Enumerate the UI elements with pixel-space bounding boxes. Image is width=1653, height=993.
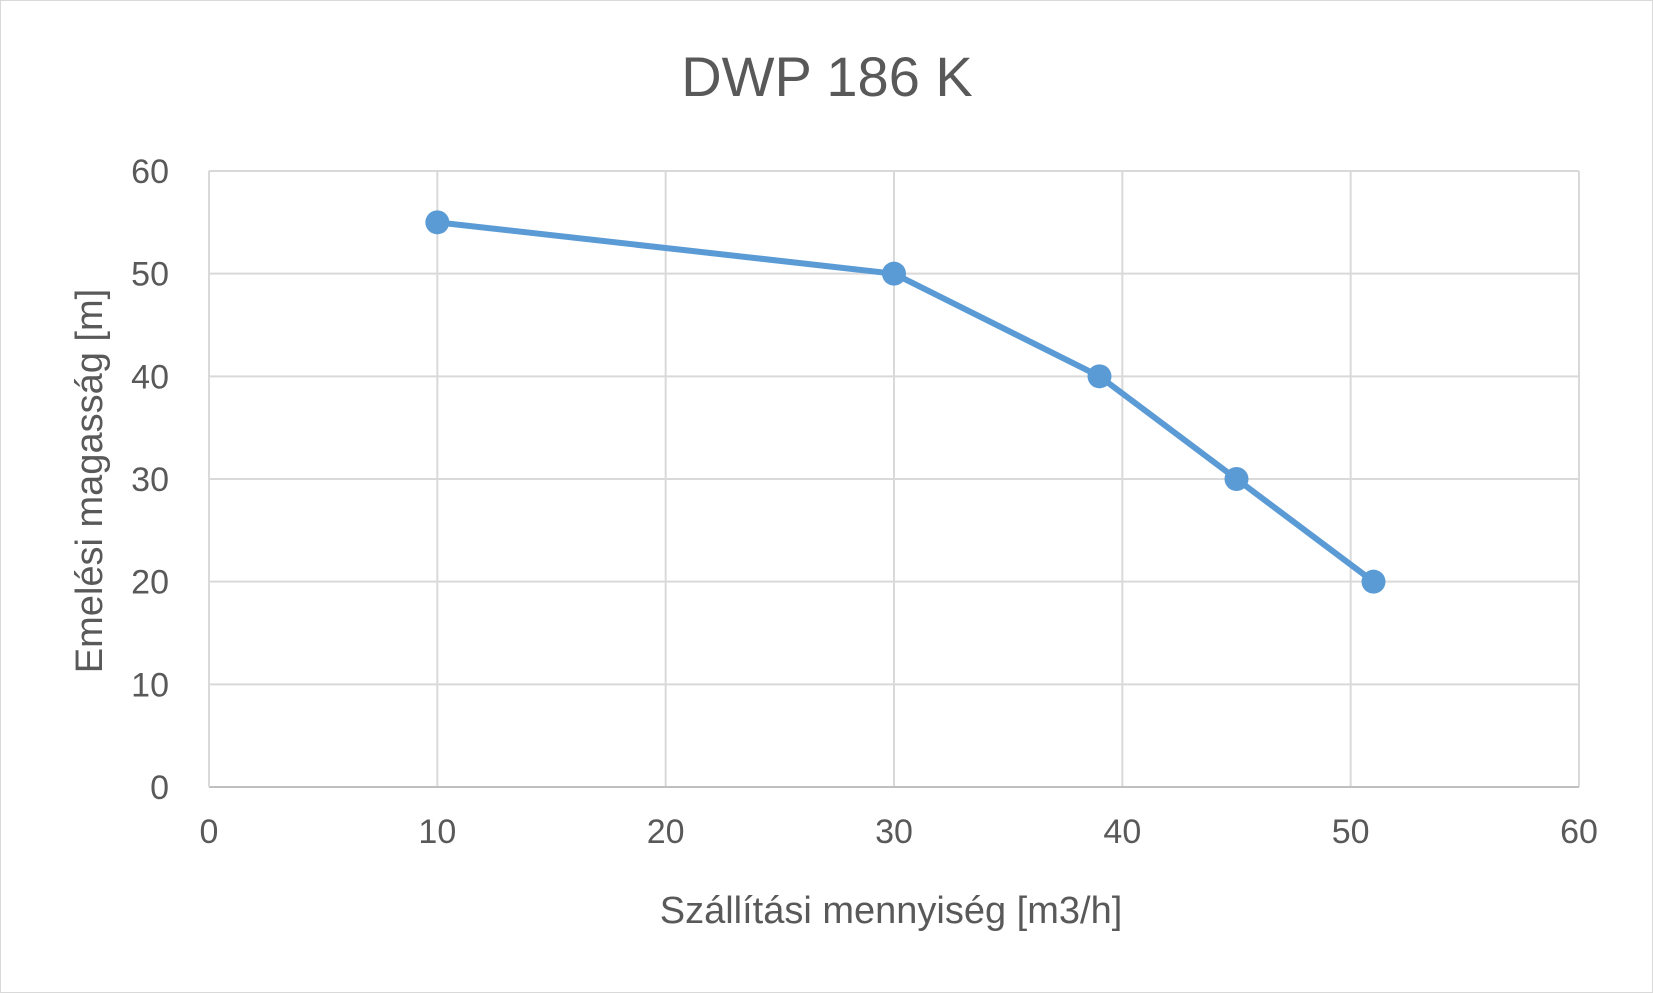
grid (209, 170, 1580, 787)
x-tick-label: 30 (875, 813, 913, 851)
x-tick-label: 0 (200, 813, 219, 851)
data-point[interactable] (882, 261, 906, 286)
x-tick-label: 20 (647, 813, 685, 851)
chart-title: DWP 186 K (681, 45, 973, 108)
y-tick-label: 30 (131, 461, 169, 499)
y-tick-label: 60 (131, 153, 169, 191)
data-point[interactable] (1087, 364, 1112, 389)
axes (208, 171, 1579, 788)
y-tick-label: 0 (150, 769, 169, 807)
x-tick-label: 40 (1103, 813, 1141, 851)
x-tick-label: 50 (1332, 813, 1370, 851)
y-tick-label: 50 (131, 256, 169, 294)
data-point[interactable] (425, 210, 450, 235)
y-tick-label: 10 (131, 666, 169, 704)
tick-labels: 0 10 20 30 40 50 60 0 10 20 30 40 50 60 (131, 153, 1598, 851)
y-axis-title: Emelési magasság [m] (69, 289, 111, 673)
x-tick-label: 10 (418, 813, 456, 851)
series-layer (425, 210, 1386, 594)
x-axis-title: Szállítási mennyiség [m3/h] (660, 890, 1123, 932)
y-tick-label: 20 (131, 564, 169, 602)
data-point[interactable] (1361, 569, 1386, 594)
y-tick-label: 40 (131, 358, 169, 396)
x-tick-label: 60 (1560, 813, 1598, 851)
data-point[interactable] (1224, 467, 1249, 491)
